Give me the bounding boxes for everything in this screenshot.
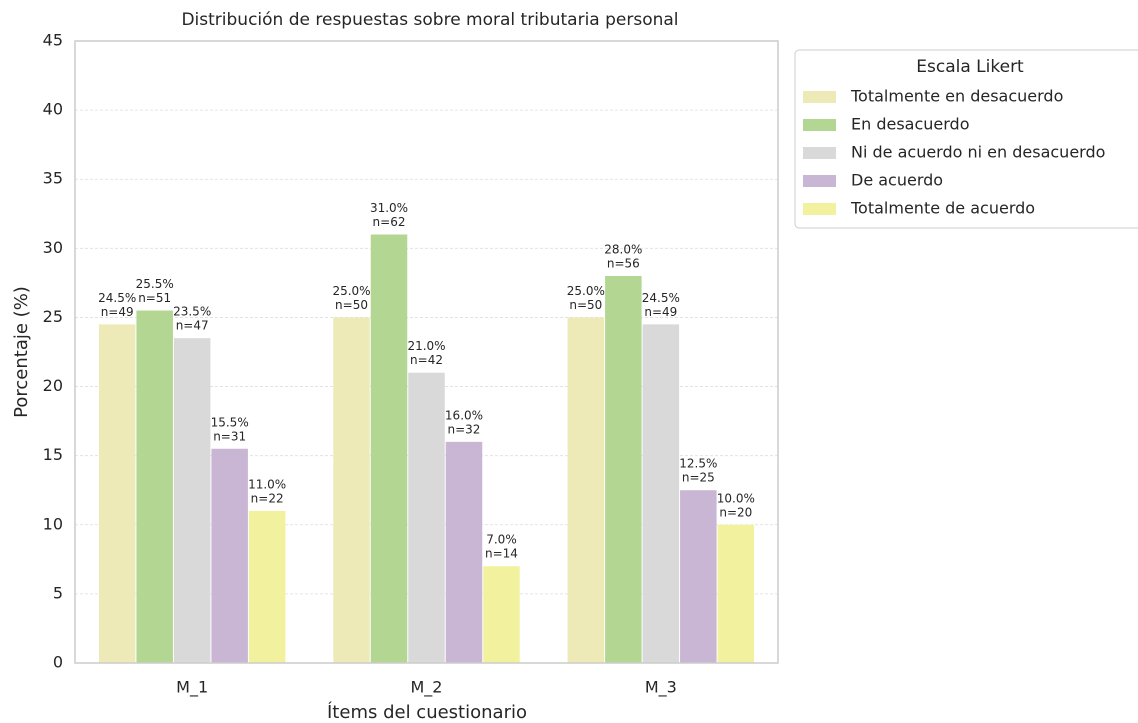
bar [567,317,605,663]
data-label: 7.0% [486,533,517,547]
bar [483,566,520,663]
data-label: 25.0% [332,284,370,298]
y-tick-label: 20 [43,376,63,395]
data-label: 28.0% [604,242,642,256]
data-label-count: n=42 [410,353,443,367]
data-label-count: n=56 [607,256,640,270]
data-label: 11.0% [248,477,286,491]
bar [642,324,680,663]
y-tick-label: 5 [53,583,63,602]
bar [408,372,445,663]
legend-swatch [803,147,836,159]
data-label: 24.5% [98,291,136,305]
bar [370,234,408,663]
legend-swatch [803,119,836,131]
legend-label: En desacuerdo [851,115,970,134]
data-label-count: n=47 [176,319,209,333]
legend-label: Ni de acuerdo ni en desacuerdo [851,143,1105,162]
data-label: 25.0% [567,284,605,298]
y-axis-label: Porcentaje (%) [11,286,32,418]
data-label: 21.0% [407,339,445,353]
x-tick-label: M_2 [411,678,443,698]
bar [211,448,248,663]
bar [173,338,211,663]
y-tick-label: 0 [53,653,63,672]
data-label: 12.5% [679,457,717,471]
y-tick-label: 15 [43,445,63,464]
data-label: 24.5% [642,291,680,305]
bar [717,524,755,663]
y-tick-label: 45 [43,31,63,50]
bar [680,490,717,663]
bar [333,317,370,663]
data-label-count: n=25 [682,471,715,485]
y-tick-label: 25 [43,307,63,326]
y-tick-label: 10 [43,514,63,533]
data-label: 15.5% [211,415,249,429]
legend-label: Totalmente de acuerdo [850,199,1035,218]
legend-title: Escala Likert [916,57,1024,77]
data-label-count: n=22 [251,491,284,505]
data-label-count: n=51 [138,291,171,305]
x-tick-label: M_1 [176,678,208,698]
legend-swatch [803,203,836,215]
data-label-count: n=20 [719,505,752,519]
data-label-count: n=14 [485,547,518,561]
legend-swatch [803,91,836,103]
y-tick-label: 30 [43,238,63,257]
data-label: 10.0% [717,491,755,505]
bar [445,441,483,663]
legend-swatch [803,175,836,187]
data-label: 16.0% [445,408,483,422]
data-label: 25.5% [136,277,174,291]
data-label: 23.5% [173,305,211,319]
chart-title: Distribución de respuestas sobre moral t… [181,10,678,30]
data-label: 31.0% [370,201,408,215]
x-tick-label: M_3 [645,678,677,698]
data-label-count: n=31 [213,429,246,443]
data-label-count: n=50 [569,298,602,312]
bar [98,324,136,663]
legend-box [794,49,1138,229]
y-tick-label: 35 [43,169,63,188]
data-label-count: n=62 [373,215,406,229]
y-tick-label: 40 [43,100,63,119]
x-axis-label: Ítems del cuestionario [327,701,527,723]
legend-label: Totalmente en desacuerdo [850,87,1063,106]
data-label-count: n=49 [101,305,134,319]
plot-frame [74,40,779,664]
legend-label: De acuerdo [851,171,943,190]
data-label-count: n=49 [644,305,677,319]
bar [605,275,642,663]
bar [248,510,286,663]
data-label-count: n=32 [448,422,481,436]
bar [136,310,173,663]
data-label-count: n=50 [335,298,368,312]
